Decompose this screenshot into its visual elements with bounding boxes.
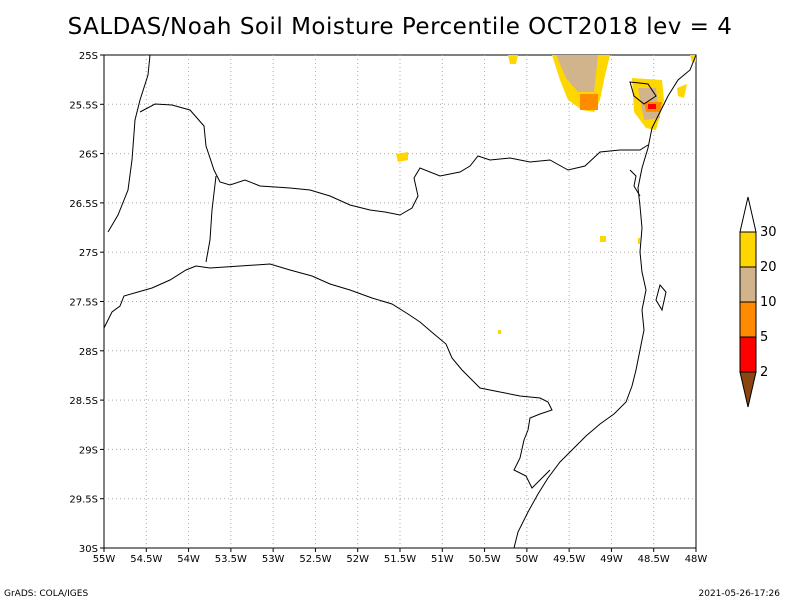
border-paraguay-west	[107, 54, 151, 233]
y-tick-label: 25S	[79, 51, 98, 62]
y-tick-label: 28.5S	[69, 396, 98, 407]
y-axis-ticks: 25S 25.5S 26S 26.5S 27S 27.5S 28S 28.5S 29S 29.5S…	[69, 51, 104, 555]
shade-patch-tan	[556, 55, 598, 92]
shade-patch-yellow-small	[508, 55, 518, 64]
y-tick-label: 26.5S	[69, 199, 98, 210]
y-tick-label: 28S	[79, 347, 98, 358]
x-tick-label: 52W	[346, 554, 369, 565]
x-tick-label: 50W	[516, 554, 539, 565]
border-uruguay-river	[103, 263, 553, 489]
border-misiones	[139, 103, 649, 216]
shade-dot	[600, 236, 606, 242]
colorbar-label: 20	[760, 260, 777, 275]
gridlines	[104, 55, 696, 548]
x-tick-label: 49.5W	[553, 554, 585, 565]
y-tick-label: 29.5S	[69, 495, 98, 506]
y-tick-label: 25.5S	[69, 100, 98, 111]
colorbar-box	[739, 301, 757, 338]
colorbar-label: 2	[760, 365, 768, 380]
colorbar-box	[739, 231, 757, 268]
x-axis-ticks: 55W 54.5W 54W 53.5W 53W 52.5W 52W 51.5W 51W 50.5W…	[93, 548, 708, 565]
colorbar-box	[739, 336, 757, 373]
x-tick-label: 51.5W	[384, 554, 416, 565]
colorbar-box	[739, 266, 757, 303]
y-tick-label: 26S	[79, 150, 98, 161]
boundaries	[103, 54, 697, 549]
colorbar-bottom-triangle	[739, 371, 757, 408]
percentile-shading	[396, 55, 696, 334]
x-tick-label: 48W	[685, 554, 708, 565]
colorbar-legend: 30 20 10 5 2	[739, 196, 777, 408]
shade-dot	[690, 55, 696, 62]
shade-dot	[498, 330, 501, 334]
y-tick-label: 29S	[79, 445, 98, 456]
shade-dot	[638, 238, 640, 244]
coastline	[513, 54, 697, 549]
colorbar-label: 10	[760, 295, 777, 310]
y-tick-label: 27S	[79, 248, 98, 259]
shade-patch-orange	[580, 94, 598, 110]
footer-timestamp: 2021-05-26-17:26	[698, 589, 781, 599]
x-tick-label: 53.5W	[215, 554, 247, 565]
colorbar-top-triangle	[739, 196, 757, 233]
x-tick-label: 49W	[600, 554, 623, 565]
colorbar-label: 30	[760, 225, 777, 240]
coast-lagoon	[629, 81, 657, 105]
footer-credit: GrADS: COLA/IGES	[4, 589, 89, 599]
border-parana	[205, 175, 217, 263]
x-tick-label: 48.5W	[638, 554, 670, 565]
x-tick-label: 54.5W	[130, 554, 162, 565]
shade-patch-red-east	[648, 104, 656, 109]
x-tick-label: 52.5W	[299, 554, 331, 565]
y-tick-label: 30S	[79, 544, 98, 555]
coast-bay	[629, 169, 641, 197]
coast-island	[655, 283, 667, 312]
colorbar-label: 5	[760, 330, 768, 345]
shade-dot	[396, 152, 408, 162]
y-tick-label: 27.5S	[69, 298, 98, 309]
x-tick-label: 53W	[262, 554, 285, 565]
x-tick-label: 55W	[93, 554, 116, 565]
x-tick-label: 51W	[431, 554, 454, 565]
map-title: SALDAS/Noah Soil Moisture Percentile OCT…	[67, 14, 733, 40]
x-tick-label: 50.5W	[468, 554, 500, 565]
x-tick-label: 54W	[177, 554, 200, 565]
shade-dot	[677, 84, 687, 98]
